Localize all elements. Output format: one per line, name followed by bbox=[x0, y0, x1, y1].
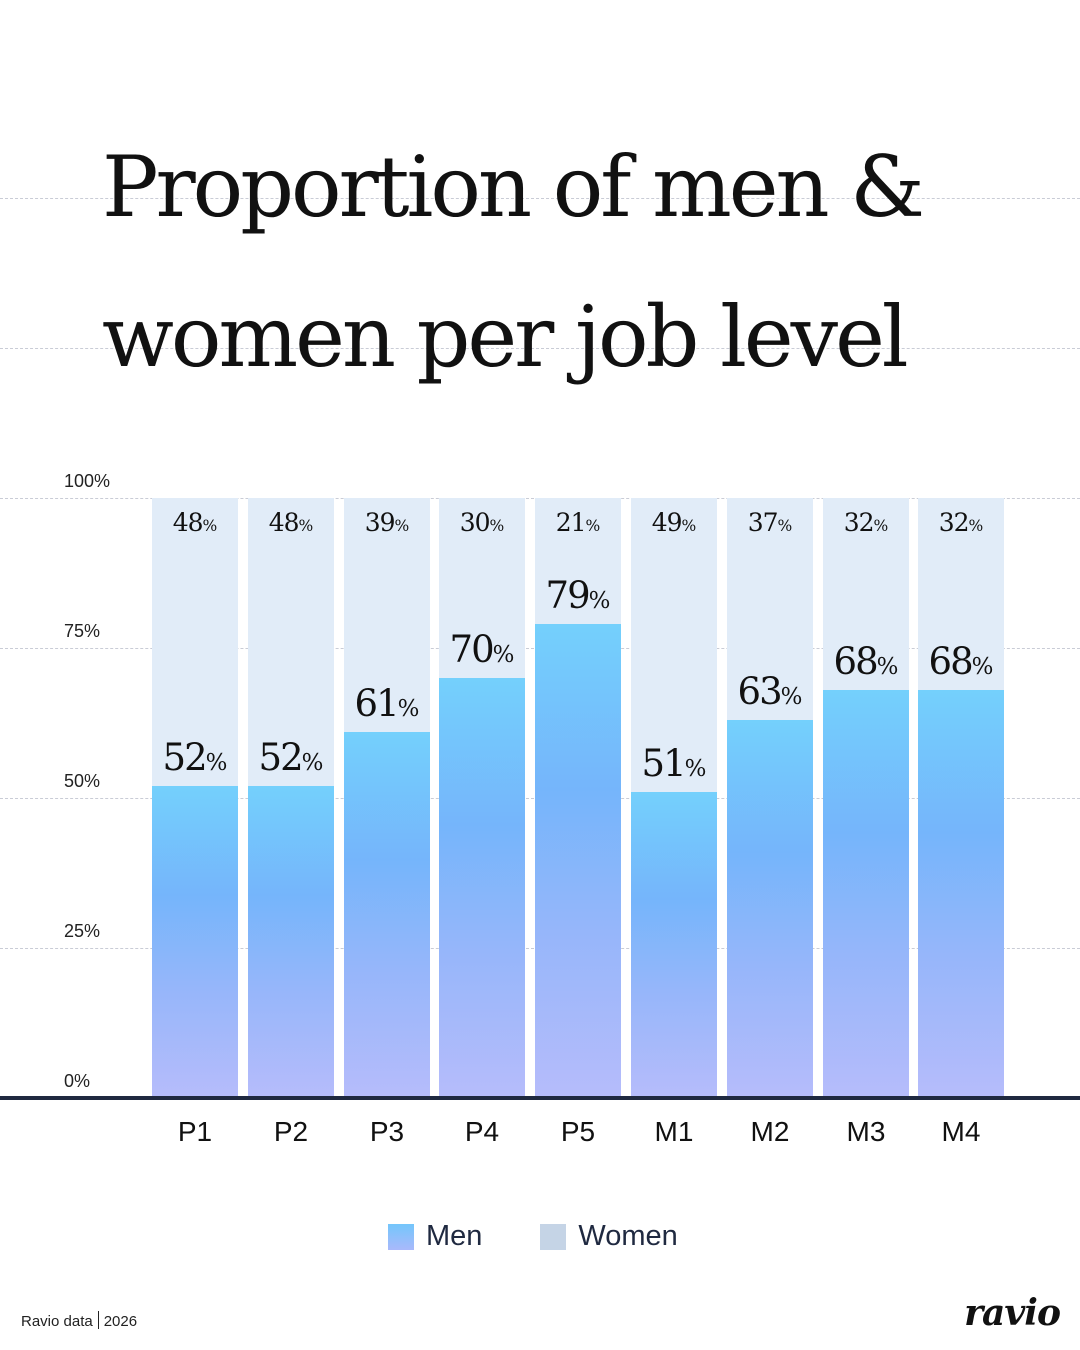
y-tick-50: 50% bbox=[64, 771, 101, 791]
chart-title-line-2: women per job level bbox=[102, 288, 909, 386]
bar-segment-men bbox=[727, 720, 813, 1098]
bar-m2: 37% 63% bbox=[727, 498, 813, 1098]
y-tick-75: 75% bbox=[64, 621, 101, 641]
value-label-women: 30% bbox=[459, 508, 505, 537]
bar-segment-men bbox=[344, 732, 430, 1098]
title-guide-line-1 bbox=[0, 198, 1080, 199]
value-label-men: 68% bbox=[833, 640, 899, 683]
value-label-women: 49% bbox=[651, 508, 697, 537]
value-label-women: 21% bbox=[555, 508, 601, 537]
bar-segment-men bbox=[248, 786, 334, 1098]
bar-segment-men bbox=[918, 690, 1004, 1098]
chart-title: Proportion of men & women per job level bbox=[102, 112, 1002, 412]
value-label-women: 32% bbox=[843, 508, 889, 537]
bar-m1: 49% 51% bbox=[631, 498, 717, 1098]
value-label-men: 51% bbox=[641, 742, 707, 785]
value-label-men: 70% bbox=[449, 628, 515, 671]
source-year: 2026 bbox=[103, 1313, 138, 1330]
x-label-m3: M3 bbox=[846, 1116, 886, 1147]
value-label-women: 32% bbox=[938, 508, 984, 537]
x-label-p2: P2 bbox=[273, 1116, 309, 1147]
bar-m3: 32% 68% bbox=[823, 498, 909, 1098]
x-label-p4: P4 bbox=[464, 1116, 500, 1147]
x-label-p1: P1 bbox=[177, 1116, 213, 1147]
x-label-p5: P5 bbox=[560, 1116, 596, 1147]
legend-item-women: Women bbox=[540, 1220, 678, 1253]
value-label-men: 68% bbox=[928, 640, 994, 683]
legend-label-men: Men bbox=[426, 1220, 483, 1252]
value-label-women: 39% bbox=[364, 508, 410, 537]
bar-p3: 39% 61% bbox=[344, 498, 430, 1098]
bar-segment-men bbox=[823, 690, 909, 1098]
chart-title-line-1: Proportion of men & bbox=[102, 138, 925, 236]
bar-p4: 30% 70% bbox=[439, 498, 525, 1098]
bar-p2: 48% 52% bbox=[248, 498, 334, 1098]
x-label-p3: P3 bbox=[369, 1116, 405, 1147]
legend-swatch-men bbox=[388, 1223, 414, 1250]
bar-p1: 48% 52% bbox=[152, 498, 238, 1098]
value-label-men: 79% bbox=[545, 574, 611, 617]
legend: Men Women bbox=[388, 1220, 736, 1253]
bar-m4: 32% 68% bbox=[918, 498, 1004, 1098]
x-label-m1: M1 bbox=[654, 1116, 694, 1147]
bar-segment-men bbox=[535, 624, 621, 1098]
value-label-men: 52% bbox=[162, 736, 228, 779]
legend-item-men: Men bbox=[388, 1220, 482, 1253]
source-note: Ravio data 2026 bbox=[21, 1311, 137, 1330]
y-tick-25: 25% bbox=[64, 921, 101, 941]
value-label-women: 48% bbox=[172, 508, 218, 537]
value-label-women: 48% bbox=[268, 508, 314, 537]
y-tick-0: 0% bbox=[64, 1071, 91, 1091]
separator bbox=[97, 1311, 99, 1329]
x-label-m2: M2 bbox=[750, 1116, 790, 1147]
ravio-logo: ravio bbox=[964, 1292, 1061, 1334]
source-label: Ravio data bbox=[21, 1313, 93, 1330]
bar-segment-men bbox=[439, 678, 525, 1098]
bar-segment-men bbox=[631, 792, 717, 1098]
x-axis-line bbox=[0, 1096, 1080, 1100]
y-tick-100: 100% bbox=[64, 471, 111, 491]
bar-segment-men bbox=[152, 786, 238, 1098]
legend-swatch-women bbox=[540, 1223, 567, 1250]
value-label-men: 63% bbox=[737, 670, 803, 713]
legend-label-women: Women bbox=[578, 1220, 678, 1252]
value-label-men: 61% bbox=[354, 682, 420, 725]
value-label-men: 52% bbox=[258, 736, 324, 779]
bar-p5: 21% 79% bbox=[535, 498, 621, 1098]
title-guide-line-2 bbox=[0, 348, 1080, 349]
value-label-women: 37% bbox=[747, 508, 793, 537]
x-label-m4: M4 bbox=[941, 1116, 981, 1147]
